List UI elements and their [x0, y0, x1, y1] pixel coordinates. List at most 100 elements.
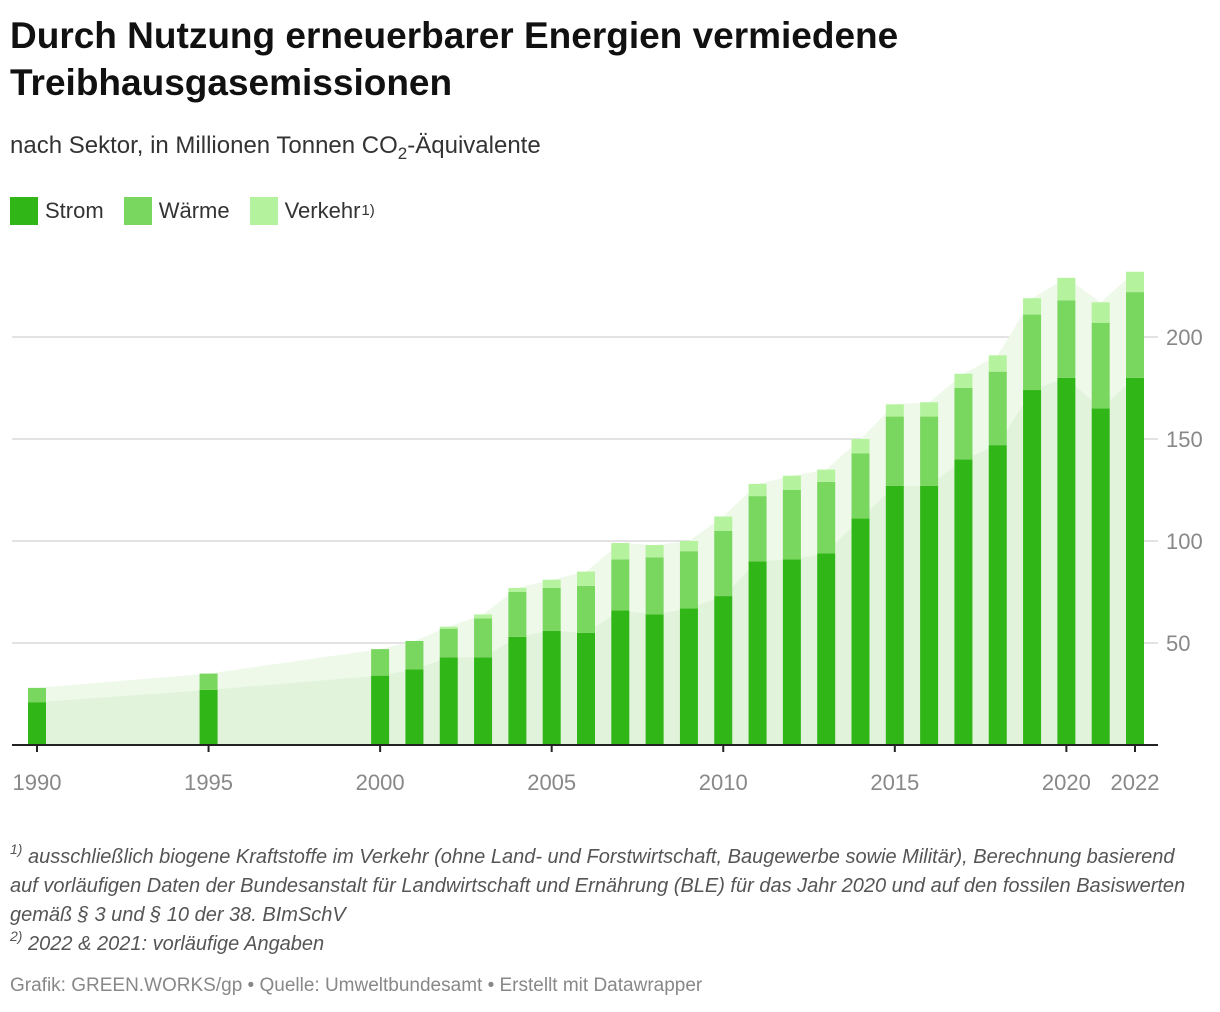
bar-waerme-2014	[851, 453, 870, 519]
bar-strom-2021	[1091, 408, 1110, 745]
bar-verkehr-2006	[577, 571, 595, 586]
bar-strom-2011	[748, 561, 767, 745]
x-tick-label: 2022	[1111, 770, 1160, 795]
bar-verkehr-2004	[508, 587, 527, 592]
legend-item-strom: Strom	[10, 197, 104, 225]
bar-strom-2017	[954, 459, 973, 745]
bar-verkehr-2017	[954, 373, 973, 388]
x-tick-label: 2015	[870, 770, 919, 795]
bar-waerme-2018	[988, 371, 1007, 446]
y-tick-label: 50	[1166, 631, 1190, 656]
footnote-1: 1) ausschließlich biogene Kraftstoffe im…	[10, 841, 1200, 930]
bar-waerme-2016	[920, 416, 939, 486]
bar-strom-2004	[508, 636, 527, 745]
bar-waerme-2010	[714, 530, 733, 597]
x-tick-label: 1990	[13, 770, 62, 795]
legend-swatch-waerme	[123, 197, 152, 225]
axes: 50 100 150 200 1990 1995 2000 2005 2010 2015 2020 2…	[12, 325, 1203, 795]
x-tick-label: 2005	[527, 770, 576, 795]
bar-verkehr-2008	[645, 545, 664, 558]
bar-waerme-2020	[1057, 300, 1076, 378]
footnotes: 1) ausschließlich biogene Kraftstoffe im…	[10, 841, 1200, 959]
legend-item-verkehr: Verkehr 1)	[249, 197, 375, 225]
bar-waerme-2000	[371, 649, 390, 676]
bar-strom-2016	[920, 485, 939, 745]
legend-label-strom: Strom	[45, 198, 104, 223]
bar-verkehr-2013	[817, 469, 836, 482]
legend-label-waerme: Wärme	[158, 198, 230, 223]
stacked-bar-chart: 50 100 150 200 1990 1995 2000 2005 2010 2015 2020 2…	[12, 271, 1203, 795]
bar-strom-2002	[439, 657, 458, 745]
bar-waerme-2012	[782, 490, 801, 560]
source-credit: Grafik: GREEN.WORKS/gp • Quelle: Umweltb…	[10, 975, 703, 996]
chart-subtitle: nach Sektor, in Millionen Tonnen CO2-Äqu…	[10, 130, 541, 162]
bar-waerme-2007	[611, 559, 630, 611]
bar-strom-2005	[542, 630, 561, 745]
bar-waerme-2003	[474, 618, 493, 658]
bar-strom-1990	[28, 702, 46, 745]
bar-waerme-2015	[885, 416, 904, 486]
bar-verkehr-2022	[1126, 271, 1144, 293]
bar-waerme-2021	[1091, 322, 1110, 409]
chart-legend: Strom Wärme Verkehr 1)	[10, 197, 395, 225]
legend-label-verkehr: Verkehr	[284, 198, 361, 223]
y-tick-label: 200	[1166, 325, 1203, 350]
bar-strom-2020	[1057, 377, 1076, 745]
bar-verkehr-2021	[1091, 302, 1110, 323]
bar-waerme-2006	[577, 585, 595, 633]
footnote-2-text: 2022 & 2021: vorläufige Angaben	[28, 933, 325, 955]
bar-strom-2001	[405, 669, 424, 745]
bar-strom-2010	[714, 596, 733, 745]
legend-item-waerme: Wärme	[123, 197, 230, 225]
bar-strom-2018	[988, 445, 1007, 745]
bar-strom-2022	[1126, 377, 1144, 745]
subtitle-text: nach Sektor, in Millionen Tonnen CO	[10, 132, 398, 159]
bar-waerme-2009	[679, 551, 698, 609]
bar-strom-2012	[782, 559, 801, 745]
y-tick-label: 100	[1166, 529, 1203, 554]
bar-waerme-2002	[439, 628, 458, 658]
bar-waerme-2019	[1023, 314, 1042, 391]
bar-verkehr-2016	[920, 402, 939, 417]
y-tick-label: 150	[1166, 427, 1203, 452]
legend-swatch-strom	[10, 197, 38, 225]
bar-waerme-1995	[199, 673, 218, 690]
bar-verkehr-2010	[714, 516, 733, 531]
bar-waerme-2008	[645, 557, 664, 615]
x-tick-label: 1995	[184, 770, 233, 795]
bar-verkehr-2019	[1023, 298, 1042, 315]
bar-waerme-2017	[954, 388, 973, 460]
bar-strom-2006	[577, 632, 595, 745]
footnote-1-text: ausschließlich biogene Kraftstoffe im Ve…	[10, 846, 1186, 926]
bar-verkehr-2005	[542, 579, 561, 588]
bar-verkehr-2018	[988, 355, 1007, 372]
subtitle-subscript: 2	[397, 144, 408, 163]
footnote-2-marker: 2)	[10, 928, 23, 944]
bar-strom-2015	[885, 485, 904, 745]
bar-strom-2009	[679, 608, 698, 745]
x-tick-label: 2020	[1042, 770, 1091, 795]
bar-waerme-2011	[748, 496, 767, 562]
bar-strom-2003	[474, 657, 493, 745]
bar-strom-2013	[817, 553, 836, 745]
bar-waerme-2013	[817, 481, 836, 554]
bar-verkehr-2003	[474, 614, 493, 619]
bar-verkehr-2014	[851, 439, 870, 454]
bar-strom-1995	[199, 689, 218, 745]
bar-verkehr-2011	[748, 483, 767, 497]
bar-waerme-2005	[542, 587, 561, 631]
bar-waerme-2004	[508, 592, 527, 637]
bar-waerme-2001	[405, 640, 424, 670]
bar-verkehr-2009	[679, 541, 698, 552]
bar-strom-2007	[611, 610, 630, 745]
bar-verkehr-2020	[1057, 277, 1076, 301]
subtitle-text-end: -Äquivalente	[407, 132, 541, 159]
bar-strom-2000	[371, 675, 390, 745]
footnote-1-marker: 1)	[10, 841, 23, 857]
legend-swatch-verkehr	[249, 197, 278, 225]
bar-waerme-2022	[1126, 292, 1144, 378]
bar-verkehr-2015	[885, 404, 904, 417]
bar-strom-2019	[1023, 390, 1042, 745]
bars	[28, 271, 1144, 745]
footnote-2: 2) 2022 & 2021: vorläufige Angaben	[10, 928, 1200, 959]
